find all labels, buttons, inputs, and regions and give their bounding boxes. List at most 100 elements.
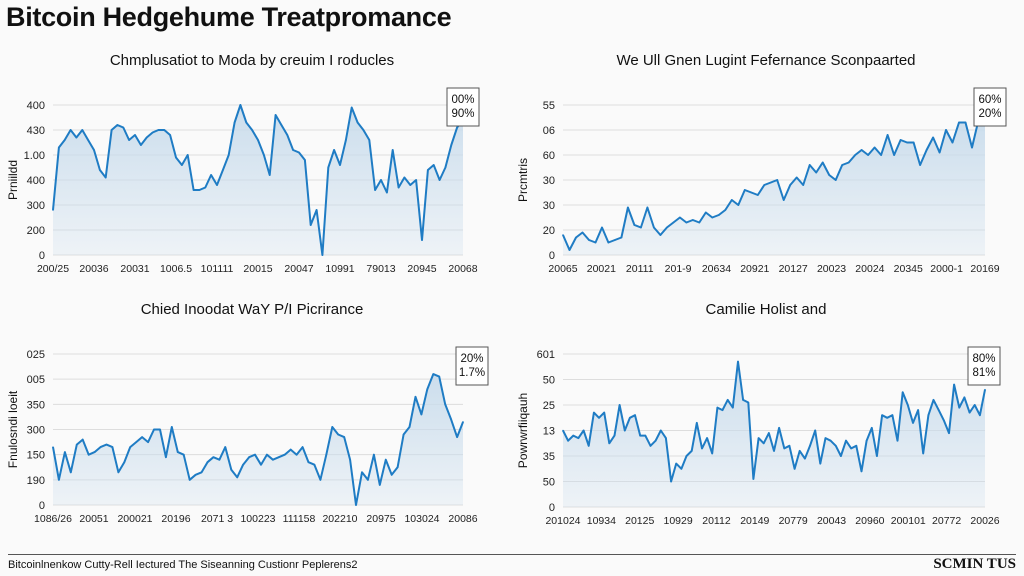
data-point [462, 421, 464, 423]
data-point [176, 451, 179, 453]
data-point [834, 445, 837, 447]
data-point [783, 447, 786, 450]
data-point [627, 206, 629, 209]
data-point [562, 234, 564, 236]
data-point [824, 437, 827, 439]
data-point [964, 121, 967, 124]
x-tick-label: 20149 [740, 515, 769, 527]
annotation-box [446, 87, 480, 127]
data-point [414, 395, 417, 398]
data-point [922, 452, 925, 455]
x-tick-label: 20960 [855, 515, 884, 527]
footer-divider [8, 554, 1016, 555]
x-tick-label: 20021 [587, 263, 616, 275]
data-point [634, 414, 636, 417]
data-point [762, 442, 765, 445]
data-point [355, 504, 357, 506]
data-point [876, 455, 878, 457]
data-point [99, 169, 101, 171]
data-point [711, 452, 714, 455]
data-point [716, 406, 719, 409]
data-point [356, 121, 359, 124]
chart-4: 0 50 35 13 25 50 601 201024 10934 20125 10929 20112… [516, 346, 1001, 527]
data-point [598, 416, 600, 419]
data-point [821, 161, 824, 164]
data-point [298, 151, 300, 154]
data-point [295, 453, 298, 456]
data-point [577, 437, 580, 439]
data-point [444, 403, 446, 406]
annotation-box [973, 87, 1007, 127]
x-tick-label: 20779 [779, 515, 808, 527]
data-point [854, 154, 856, 156]
data-point [973, 404, 976, 406]
data-point [361, 471, 363, 474]
annotation-label: 81% [972, 367, 995, 379]
data-point [750, 191, 753, 194]
data-point [123, 461, 126, 464]
data-point [343, 436, 345, 438]
data-point [840, 455, 842, 457]
data-point [204, 186, 207, 189]
x-tick-label: 20111 [626, 263, 654, 275]
data-point [194, 474, 197, 476]
data-point [408, 426, 411, 428]
y-tick-label: 430 [27, 125, 45, 137]
data-point [886, 134, 889, 136]
y-tick-label: 50 [543, 375, 555, 387]
series-area [563, 120, 985, 255]
x-tick-label: 10934 [587, 515, 616, 527]
x-tick-label: 200021 [117, 513, 152, 525]
data-point [64, 451, 66, 453]
data-point [568, 249, 571, 251]
data-point [649, 445, 652, 447]
data-point [450, 144, 453, 146]
x-tick-label: 10991 [325, 263, 354, 275]
y-axis-label: Powrwrfiiqauh [516, 393, 530, 468]
x-tick-label: 20068 [448, 263, 477, 275]
data-point [251, 129, 253, 131]
data-point [834, 179, 837, 181]
y-tick-label: 200 [27, 225, 45, 237]
data-point [104, 176, 107, 179]
x-tick-label: 1006.5 [160, 263, 192, 275]
y-tick-label: 025 [27, 349, 45, 361]
data-point [58, 146, 60, 149]
y-tick-label: 150 [27, 450, 45, 462]
x-tick-label: 10929 [663, 515, 692, 527]
data-point [390, 474, 393, 476]
data-point [233, 121, 236, 124]
data-point [206, 461, 209, 464]
series-area [563, 361, 985, 507]
data-point [860, 149, 863, 151]
data-point [808, 164, 811, 166]
y-tick-label: 06 [543, 125, 555, 137]
data-point [659, 234, 662, 236]
data-point [248, 456, 250, 458]
data-point [613, 434, 616, 437]
data-point [444, 166, 447, 169]
chart-3: 0 190 150 300 350 005 025 1086/26 20051 200021 201… [6, 346, 489, 525]
data-point [350, 106, 353, 109]
data-point [789, 184, 792, 186]
data-point [841, 164, 843, 166]
x-tick-label: 20772 [932, 515, 961, 527]
page-title: Bitcoin Hedgehume Treatpromance [6, 2, 452, 32]
y-tick-label: 0 [549, 250, 555, 262]
data-point [58, 479, 60, 481]
data-point [721, 409, 724, 411]
data-point [860, 470, 863, 473]
chart-4-title: Camilie Holist and [705, 301, 827, 318]
data-point [742, 399, 744, 401]
data-point [93, 451, 96, 453]
data-point [134, 134, 136, 136]
data-point [845, 439, 847, 442]
data-point [286, 134, 289, 136]
data-point [896, 439, 899, 442]
data-point [333, 149, 335, 151]
x-tick-label: 20047 [284, 263, 313, 275]
x-tick-label: 20024 [855, 263, 884, 275]
data-point [757, 437, 760, 439]
data-point [135, 441, 137, 443]
y-tick-label: 005 [27, 374, 45, 386]
